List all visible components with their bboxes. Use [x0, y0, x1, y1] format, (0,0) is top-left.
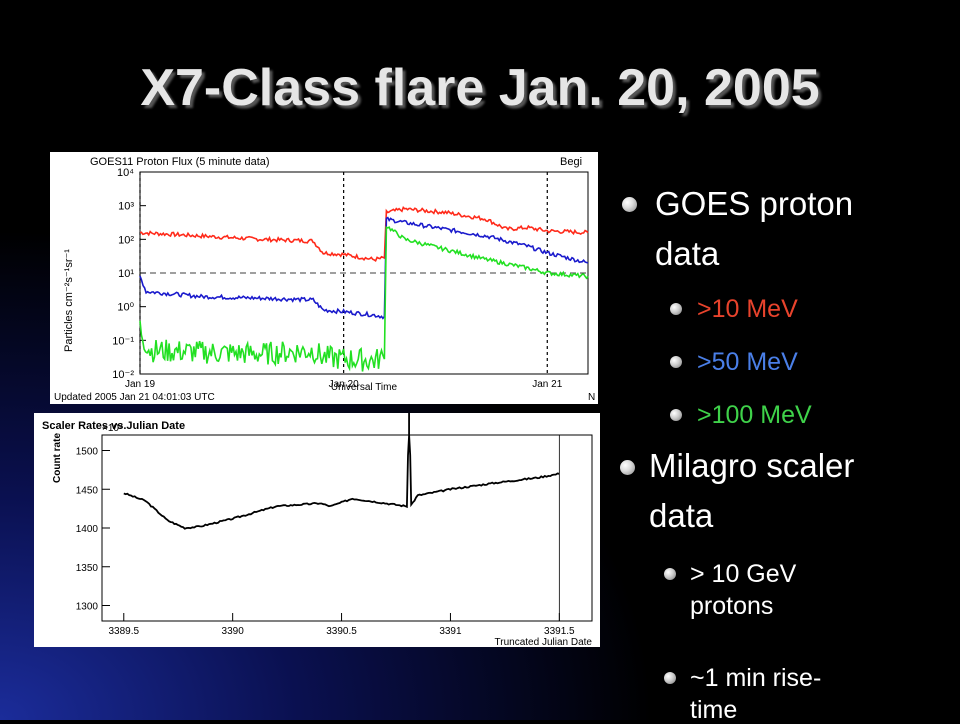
- series-line: [139, 216, 589, 320]
- y-tick-label: 10⁻¹: [112, 335, 134, 347]
- x-tick-label: Jan 20: [329, 379, 359, 390]
- goes-proton-flux-chart: GOES11 Proton Flux (5 minute data) Begi 10…: [50, 152, 598, 404]
- x-tick-label: Jan 19: [125, 379, 155, 390]
- series-line: [139, 205, 589, 262]
- y-tick-label: 10³: [118, 201, 134, 213]
- goes-item-10mev: >10 MeV: [697, 295, 798, 323]
- y-tick-label: 10⁻²: [112, 369, 134, 381]
- bullet-icon: [670, 303, 682, 315]
- x-tick-label: 3390: [222, 626, 245, 637]
- y-tick-label: 1500: [76, 447, 99, 458]
- y-axis-label: Count rate: [52, 433, 63, 483]
- goes-item-50mev: >50 MeV: [697, 348, 798, 376]
- milagro-item-2-line1: ~1 min rise-: [690, 664, 822, 692]
- milagro-bullet-line1: Milagro scaler: [649, 447, 855, 484]
- plot-frame: [101, 434, 593, 622]
- x-axis-label: Truncated Julian Date: [495, 637, 593, 647]
- x-tick-label: 3391: [439, 626, 462, 637]
- bullet-icon: [664, 568, 676, 580]
- milagro-bullet-line2: data: [649, 497, 714, 534]
- bullet-icon: [670, 356, 682, 368]
- series-line: [139, 226, 589, 372]
- series-line: [123, 434, 560, 530]
- bullet-icon: [664, 672, 676, 684]
- milagro-item-1-line2: protons: [690, 592, 774, 620]
- y-tick-label: 10¹: [118, 268, 134, 280]
- chart-title: GOES11 Proton Flux (5 minute data): [90, 156, 270, 168]
- milagro-scaler-chart: Scaler Rates vs.Julian Date ×10⁴ Count rat…: [34, 413, 600, 647]
- goes-item-100mev: >100 MeV: [697, 401, 812, 429]
- chart-title-right: Begi: [560, 156, 582, 168]
- y-axis-label: Particles cm⁻²s⁻¹sr⁻¹: [63, 249, 75, 352]
- y-tick-label: 1450: [76, 485, 99, 496]
- milagro-chart-svg: Scaler Rates vs.Julian Date×10⁴ Count rat…: [42, 413, 593, 647]
- chart-title: Scaler Rates vs.Julian Date: [42, 420, 185, 432]
- x-tick-label: 3391.5: [544, 626, 575, 637]
- milagro-item-1-line1: > 10 GeV: [690, 560, 797, 588]
- goes-bullet-line1: GOES proton: [655, 185, 854, 222]
- chart-footer-right: N: [588, 392, 595, 403]
- goes-bullet-line2: data: [655, 235, 720, 272]
- bullet-icon: [620, 460, 635, 475]
- y-tick-label: 1400: [76, 524, 99, 535]
- y-tick-label: 10⁰: [117, 302, 134, 314]
- bullet-icon: [670, 409, 682, 421]
- chart-footer: Updated 2005 Jan 21 04:01:03 UTC: [54, 392, 215, 403]
- goes-chart-svg: GOES11 Proton Flux (5 minute data) Begi 10…: [54, 156, 595, 403]
- slide-title: X7-Class flare Jan. 20, 2005: [140, 59, 820, 117]
- x-tick-label: 3389.5: [108, 626, 139, 637]
- bullet-icon: [622, 197, 637, 212]
- milagro-item-2-line2: time: [690, 696, 738, 724]
- x-tick-label: 3390.5: [326, 626, 357, 637]
- y-tick-label: 10⁴: [117, 167, 134, 179]
- x-tick-label: Jan 21: [532, 379, 562, 390]
- y-tick-label: 1300: [76, 602, 99, 613]
- y-tick-label: 1350: [76, 563, 99, 574]
- y-unit-label: ×10⁴: [102, 423, 123, 434]
- x-axis-label: Universal Time: [331, 382, 398, 393]
- y-tick-label: 10²: [118, 234, 134, 246]
